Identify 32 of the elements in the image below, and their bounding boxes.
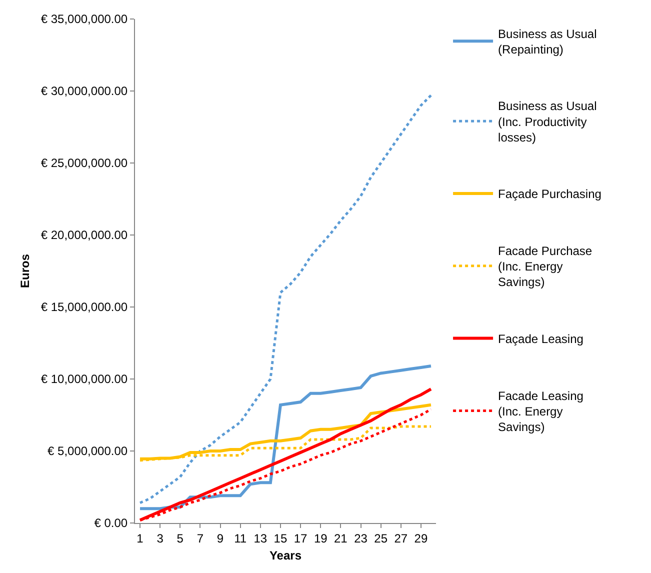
x-tick-label: 7 <box>196 531 204 546</box>
x-tick-label: 17 <box>294 531 308 546</box>
x-tick-label: 3 <box>156 531 164 546</box>
legend-label: Façade Purchasing <box>498 187 602 202</box>
x-tick-label: 1 <box>136 531 144 546</box>
y-tick-label: € 5,000,000.00 <box>48 444 128 458</box>
x-tick-label: 5 <box>176 531 184 546</box>
y-tick-label: € 10,000,000.00 <box>40 372 128 386</box>
x-tick-label: 13 <box>254 531 268 546</box>
line-series <box>138 94 432 504</box>
x-tick-label: 15 <box>274 531 288 546</box>
y-tick-label: € 25,000,000.00 <box>40 156 128 170</box>
y-tick-label: € 20,000,000.00 <box>40 228 128 242</box>
y-tick-label: € 35,000,000.00 <box>40 12 128 26</box>
y-tick-label: € 30,000,000.00 <box>40 84 128 98</box>
x-tick-label: 9 <box>216 531 224 546</box>
y-tick-label: € 0.00 <box>94 516 128 530</box>
legend-label: Facade Leasing (Inc. Energy Savings) <box>498 388 584 434</box>
legend-label: Facade Purchase (Inc. Energy Savings) <box>498 244 592 290</box>
legend-label: Business as Usual (Repainting) <box>498 26 597 57</box>
x-tick-label: 29 <box>414 531 428 546</box>
legend-label: Business as Usual (Inc. Productivity losses) <box>498 99 597 144</box>
x-tick-label: 11 <box>234 531 247 546</box>
x-axis-title: Years <box>269 548 302 562</box>
x-tick-label: 25 <box>374 531 388 546</box>
y-tick-label: € 15,000,000.00 <box>40 300 128 314</box>
x-tick-label: 23 <box>354 531 368 546</box>
x-tick-label: 21 <box>334 531 348 546</box>
legend-label: Façade Leasing <box>498 332 584 346</box>
x-tick-label: 27 <box>394 531 408 546</box>
x-tick-label: 19 <box>314 531 328 546</box>
y-axis-title: Euros <box>18 254 32 288</box>
